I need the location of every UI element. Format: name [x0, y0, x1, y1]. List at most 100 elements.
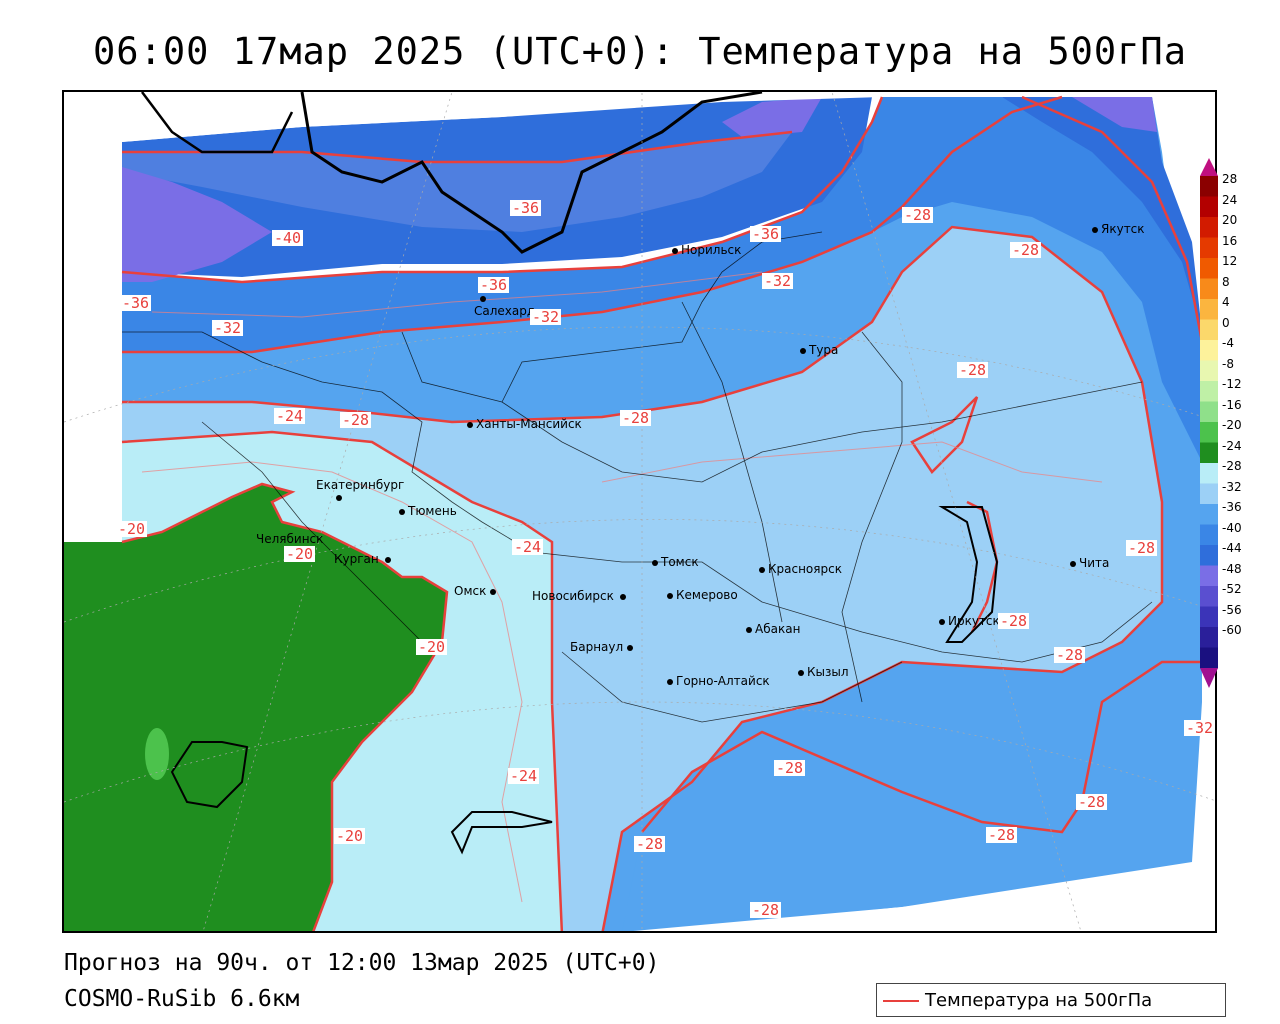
colorbar-cell: [1200, 299, 1218, 320]
isoline-label: -28: [902, 206, 934, 224]
city-dot: [667, 678, 673, 685]
colorbar-tick-label: 16: [1222, 233, 1238, 248]
colorbar-tick-label: -4: [1222, 336, 1234, 350]
colorbar-tick-label: 8: [1222, 274, 1230, 289]
isoline-label: -28: [1054, 646, 1086, 664]
city-dot: [798, 669, 804, 676]
isoline-label: -28: [340, 411, 372, 429]
colorbar-cell: [1200, 606, 1218, 628]
colorbar-tick-label: -48: [1222, 561, 1242, 576]
legend: Температура на 500гПа: [876, 983, 1226, 1017]
colorbar-tick-label: -24: [1222, 438, 1242, 453]
colorbar: [1200, 158, 1218, 688]
city-chita: Чита: [1070, 556, 1109, 570]
isoline-label: -28: [957, 361, 989, 379]
colorbar-tick-label: -60: [1222, 623, 1242, 637]
isoline-label: -32: [1184, 719, 1215, 737]
colorbar-cell: [1200, 237, 1218, 259]
city-dot: [480, 295, 486, 302]
isoline-label: -24: [508, 767, 540, 785]
isoline-label: -20: [116, 520, 148, 538]
colorbar-bottom-arrow: [1200, 668, 1218, 688]
colorbar-tick-label: 0: [1222, 315, 1230, 330]
map-title: 06:00 17мар 2025 (UTC+0): Температура на…: [93, 30, 1187, 73]
colorbar-cell: [1200, 360, 1218, 382]
isoline-label: -28: [1126, 539, 1158, 557]
colorbar-cell: [1200, 463, 1218, 484]
isoline-label: -28: [750, 901, 782, 919]
city-kurgan: Курган: [334, 552, 394, 566]
city-omsk: Омск: [454, 584, 499, 598]
city-tura: Тура: [800, 343, 838, 357]
city-abakan: Абакан: [746, 622, 800, 636]
colorbar-tick-label: -56: [1222, 602, 1242, 617]
colorbar-cell: [1200, 647, 1218, 669]
isoline-label: -20: [284, 545, 316, 563]
map-canvas: [64, 92, 1215, 931]
city-krasnoyarsk: Красноярск: [759, 562, 842, 576]
city-kyzyl: Кызыл: [798, 665, 849, 679]
city-dot: [467, 421, 473, 428]
forecast-info: Прогноз на 90ч. от 12:00 13мар 2025 (UTC…: [64, 950, 660, 976]
city-kemerovo: Кемерово: [667, 588, 738, 602]
isoline-label: -28: [1010, 241, 1042, 259]
region-borders: [122, 231, 1153, 723]
colorbar-cell: [1200, 196, 1218, 218]
isoline-label: -28: [774, 759, 806, 777]
zone-minus44-far-ne: [1072, 97, 1157, 132]
city-dot: [746, 626, 752, 633]
colorbar-cell: [1200, 442, 1218, 464]
colorbar-cell: [1200, 627, 1218, 648]
isolines: [121, 95, 1204, 931]
colorbar-cell: [1200, 176, 1218, 197]
legend-line-swatch: [883, 1000, 919, 1002]
zone-minus28: [122, 97, 1202, 931]
isoline-label: -28: [1076, 793, 1108, 811]
city-ekaterinburg: [336, 490, 345, 504]
zone-minus20: [122, 432, 562, 931]
colorbar-tick-label: -44: [1222, 541, 1242, 555]
city-dot: [384, 556, 391, 563]
city-novosibirsk: Новосибирск: [532, 589, 629, 603]
city-tyumen: Тюмень: [399, 504, 457, 518]
isoline-label: -32: [530, 308, 562, 326]
isoline-label: -28: [986, 826, 1018, 844]
isoline-label: -20: [416, 638, 448, 656]
city-dot: [336, 494, 342, 501]
city-salekhard: [480, 291, 489, 305]
zone-minus32: [122, 97, 1202, 462]
coastlines: [141, 92, 999, 855]
isoline-label: -24: [274, 407, 306, 425]
city-barnaul: Барнаул: [570, 640, 636, 654]
city-dot: [627, 644, 634, 651]
city-dot: [1070, 560, 1076, 567]
city-tomsk: Томск: [652, 555, 699, 569]
colorbar-cell: [1200, 278, 1218, 300]
isoline-label: -32: [762, 272, 794, 290]
isoline-label: -36: [120, 294, 152, 312]
zone-green: [64, 484, 447, 931]
isoline-label: -28: [634, 835, 666, 853]
isoline-label: -20: [334, 827, 366, 845]
colorbar-tick-label: -8: [1222, 356, 1234, 371]
city-dot: [672, 247, 678, 254]
colorbar-tick-label: 28: [1222, 172, 1238, 186]
city-dot: [652, 559, 658, 566]
isoline-label: -24: [512, 538, 544, 556]
colorbar-tick-label: -12: [1222, 377, 1242, 391]
isoline-label: -28: [620, 409, 652, 427]
colorbar-cell: [1200, 524, 1218, 546]
colorbar-tick-label: -28: [1222, 459, 1242, 473]
city-dot: [667, 592, 673, 599]
city-chelyabinsk: Челябинск: [256, 532, 324, 546]
colorbar-tick-label: -40: [1222, 520, 1242, 535]
model-info: COSMO-RuSib 6.6км: [64, 986, 300, 1012]
zone-minus44-ne: [722, 97, 822, 137]
colorbar-tick-label: -36: [1222, 500, 1242, 514]
colorbar-tick-label: -16: [1222, 397, 1242, 412]
colorbar-cell: [1200, 504, 1218, 525]
colorbar-tick-label: -52: [1222, 582, 1242, 596]
city-ekaterinburg-label: Екатеринбург: [316, 478, 405, 492]
city-dot: [619, 593, 626, 600]
colorbar-cell: [1200, 565, 1218, 587]
